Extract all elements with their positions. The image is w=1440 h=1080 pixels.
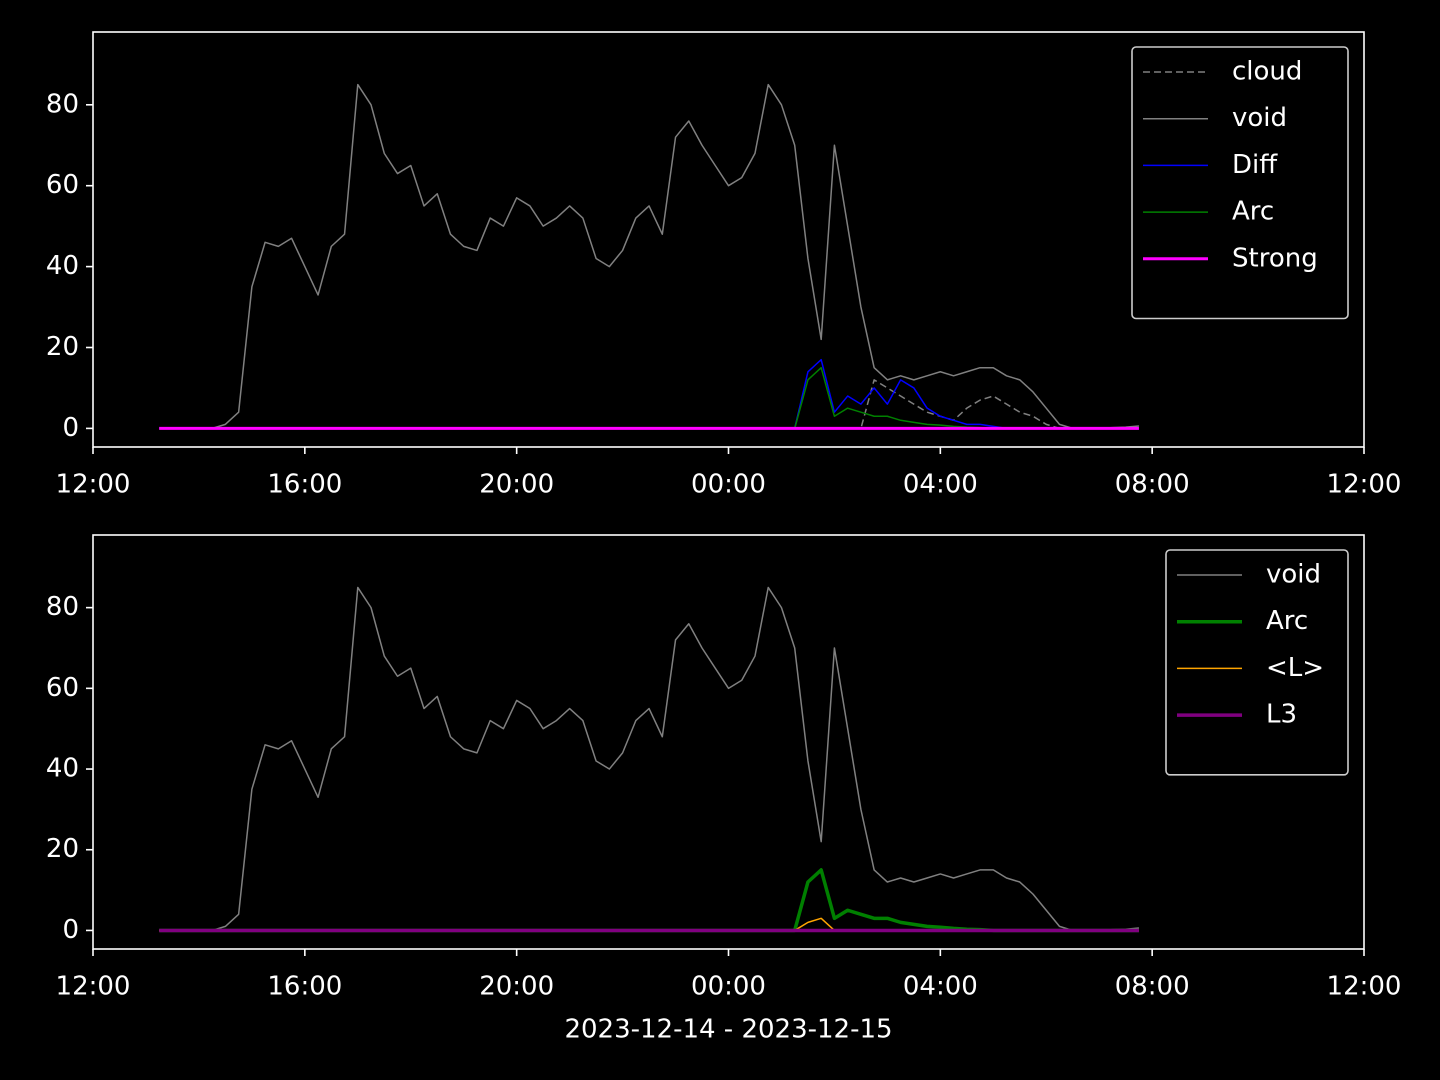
legend-label: Strong <box>1232 243 1318 273</box>
y-tick-label: 60 <box>46 673 79 703</box>
x-tick-label: 08:00 <box>1115 470 1190 500</box>
x-tick-label: 00:00 <box>691 470 766 500</box>
x-tick-label: 00:00 <box>691 972 766 1002</box>
legend-label: L3 <box>1266 700 1297 730</box>
x-tick-label: 12:00 <box>1327 470 1402 500</box>
x-tick-label: 16:00 <box>267 470 342 500</box>
legend-label: <L> <box>1266 653 1324 683</box>
y-tick-label: 80 <box>46 592 79 622</box>
legend-label: void <box>1232 103 1287 133</box>
x-tick-label: 12:00 <box>1327 972 1402 1002</box>
x-tick-label: 16:00 <box>267 972 342 1002</box>
plot-area <box>159 586 1139 933</box>
legend-label: Arc <box>1232 197 1274 227</box>
legend-label: cloud <box>1232 57 1302 87</box>
series-line <box>159 586 1139 932</box>
x-tick-label: 08:00 <box>1115 972 1190 1002</box>
legend-label: Diff <box>1232 150 1278 180</box>
x-tick-label: 04:00 <box>903 972 978 1002</box>
x-tick-label: 04:00 <box>903 470 978 500</box>
y-tick-label: 60 <box>46 170 79 200</box>
y-tick-label: 20 <box>46 834 79 864</box>
subplot: 12:00 16:00 20:00 00:00 04:00 08:00 12:00 0 20 40… <box>46 534 1402 1045</box>
legend: void Arc <L> L3 <box>1165 549 1349 776</box>
y-tick-label: 40 <box>46 251 79 281</box>
series-line <box>159 83 1139 430</box>
x-axis-label: 2023-12-14 - 2023-12-15 <box>564 1015 892 1045</box>
x-tick-label: 12:00 <box>56 470 131 500</box>
x-tick-label: 20:00 <box>479 972 554 1002</box>
legend-label: void <box>1266 560 1321 590</box>
legend: cloud void Diff Arc Strong <box>1131 46 1349 320</box>
y-tick-label: 80 <box>46 89 79 119</box>
y-tick-label: 40 <box>46 754 79 784</box>
plot-area <box>159 83 1139 430</box>
subplot: 12:00 16:00 20:00 00:00 04:00 08:00 12:00 0 20 40… <box>46 31 1402 500</box>
x-tick-label: 20:00 <box>479 470 554 500</box>
y-tick-label: 0 <box>62 413 79 443</box>
legend-box <box>1131 46 1349 320</box>
y-tick-label: 0 <box>62 915 79 945</box>
x-tick-label: 12:00 <box>56 972 131 1002</box>
legend-label: Arc <box>1266 606 1308 636</box>
y-tick-label: 20 <box>46 332 79 362</box>
legend-box <box>1165 549 1349 776</box>
